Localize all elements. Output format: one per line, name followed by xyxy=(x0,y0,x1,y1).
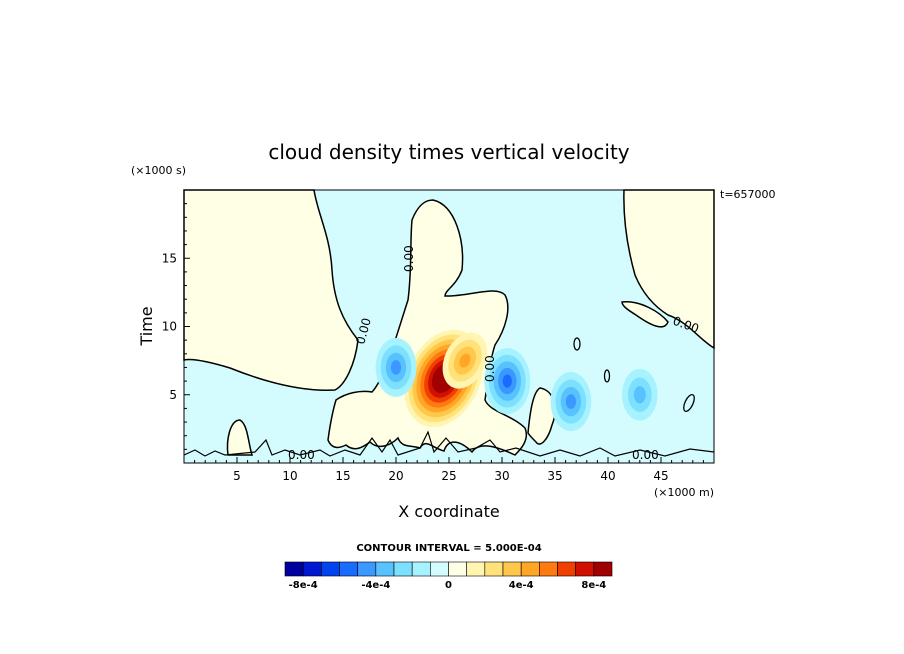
colorbar-swatch xyxy=(539,561,558,577)
y-tick-label: 5 xyxy=(169,388,177,402)
chart-title: cloud density times vertical velocity xyxy=(268,140,629,164)
colorbar-swatch xyxy=(411,561,431,577)
y-unit-label: (×1000 s) xyxy=(131,164,186,177)
colorbar-tick-label: 0 xyxy=(445,580,452,591)
colorbar-swatch xyxy=(502,561,522,577)
positive-region-bump-left xyxy=(226,419,254,456)
colorbar-swatch xyxy=(375,561,395,577)
shaded-features xyxy=(375,329,658,431)
colorbar-swatch xyxy=(321,561,340,577)
positive-sliver-right xyxy=(621,301,669,328)
contour-label-6: 0.00 xyxy=(632,448,659,462)
colorbar-swatch xyxy=(520,561,540,577)
feature-4 xyxy=(484,348,531,415)
colorbar-swatch xyxy=(430,561,449,577)
contour-label-1: 0.00 xyxy=(353,316,373,345)
feature-2-level-4 xyxy=(459,353,471,368)
time-annotation: t=657000 xyxy=(720,188,776,201)
feature-4-level-5 xyxy=(502,374,512,388)
x-tick-label: 5 xyxy=(233,469,241,483)
colorbar-swatch xyxy=(284,561,304,577)
colorbar-tick-label: -8e-4 xyxy=(289,580,318,591)
feature-5-level-4 xyxy=(565,394,577,409)
y-axis-label: Time xyxy=(137,306,156,346)
colorbar-tick-label: 8e-4 xyxy=(581,580,606,591)
colorbar-swatch xyxy=(302,561,322,577)
y-tick-label: 10 xyxy=(162,320,177,334)
y-tick-label: 15 xyxy=(162,251,177,265)
x-tick-label: 10 xyxy=(282,469,297,483)
colorbar-swatch xyxy=(557,561,576,577)
positive-region-bump-right xyxy=(527,387,556,445)
colorbar-swatch xyxy=(593,561,613,577)
colorbar-swatch xyxy=(575,561,595,577)
x-tick-label: 15 xyxy=(335,469,350,483)
contour-label-2: 0.00 xyxy=(402,245,416,272)
x-tick-label: 30 xyxy=(494,469,509,483)
small-contour-2 xyxy=(603,369,611,383)
x-unit-label: (×1000 m) xyxy=(654,486,714,499)
small-contour-1 xyxy=(573,337,581,351)
x-tick-label: 20 xyxy=(388,469,403,483)
colorbar-swatch xyxy=(357,561,377,577)
x-tick-label: 45 xyxy=(653,469,668,483)
x-tick-label: 25 xyxy=(441,469,456,483)
contour-interval: CONTOUR INTERVAL = 5.000E-04 xyxy=(356,543,541,554)
colorbar: -8e-4 -4e-4 0 4e-4 8e-4 xyxy=(284,561,613,591)
colorbar-swatch xyxy=(448,561,467,577)
x-axis-label: X coordinate xyxy=(398,502,499,521)
bottom-contour-line xyxy=(183,430,715,457)
colorbar-swatch xyxy=(393,561,413,577)
feature-3 xyxy=(375,338,417,397)
feature-2 xyxy=(442,332,488,389)
x-tick-label: 35 xyxy=(547,469,562,483)
colorbar-swatch xyxy=(339,561,358,577)
contour-label-3: 0.00 xyxy=(483,355,497,382)
x-tick-label: 40 xyxy=(600,469,615,483)
feature-1 xyxy=(404,329,483,428)
axes: 5 10 15 20 25 30 35 40 45 5 10 15 xyxy=(162,203,704,483)
contour-label-5: 0.00 xyxy=(288,448,315,462)
positive-region-right xyxy=(623,189,715,350)
colorbar-swatch xyxy=(484,561,504,577)
colorbar-tick-label: -4e-4 xyxy=(361,580,390,591)
feature-5 xyxy=(550,372,592,431)
feature-3-level-4 xyxy=(390,360,402,375)
colorbar-swatch xyxy=(466,561,486,577)
colorbar-tick-label: 4e-4 xyxy=(509,580,534,591)
positive-region-left xyxy=(183,189,359,391)
small-contour-3 xyxy=(683,394,695,412)
feature-6 xyxy=(622,368,658,421)
plot-area: 0.00 0.00 0.00 0.00 0.00 0.00 xyxy=(183,189,715,464)
feature-6-level-3 xyxy=(633,386,646,404)
